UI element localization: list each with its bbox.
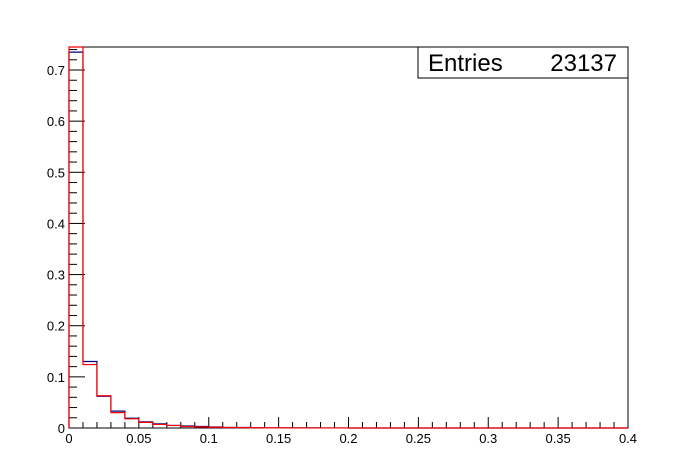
y-tick-label: 0.4 <box>47 216 65 231</box>
series-layer <box>68 46 628 429</box>
y-tick-label: 0.1 <box>47 370 65 385</box>
x-tick-label: 0.1 <box>200 431 218 446</box>
y-axis: 0 0.1 0.2 0.3 0.4 0.5 0.6 0.7 <box>47 49 85 436</box>
y-tick-label: 0.3 <box>47 268 65 283</box>
x-tick-label: 0.2 <box>339 431 357 446</box>
plot-frame <box>68 46 629 429</box>
x-tick-label: 0.35 <box>545 431 570 446</box>
y-tick-label: 0 <box>58 421 65 436</box>
x-tick-label: 0.15 <box>266 431 291 446</box>
stats-entries-label: Entries <box>428 50 503 77</box>
stats-box: Entries 23137 <box>417 46 629 79</box>
histogram-series-2 <box>68 46 628 429</box>
histogram-series-1 <box>68 51 628 429</box>
x-tick-label: 0 <box>65 431 72 446</box>
x-tick-label: 0.3 <box>479 431 497 446</box>
x-tick-label: 0.25 <box>406 431 431 446</box>
stats-entries-value: 23137 <box>550 50 617 77</box>
y-tick-label: 0.6 <box>47 114 65 129</box>
stats-box-frame <box>417 46 629 79</box>
x-tick-label: 0.05 <box>126 431 151 446</box>
y-tick-label: 0.5 <box>47 165 65 180</box>
y-tick-label: 0.7 <box>47 63 65 78</box>
x-tick-label: 0.4 <box>619 431 637 446</box>
y-tick-label: 0.2 <box>47 319 65 334</box>
